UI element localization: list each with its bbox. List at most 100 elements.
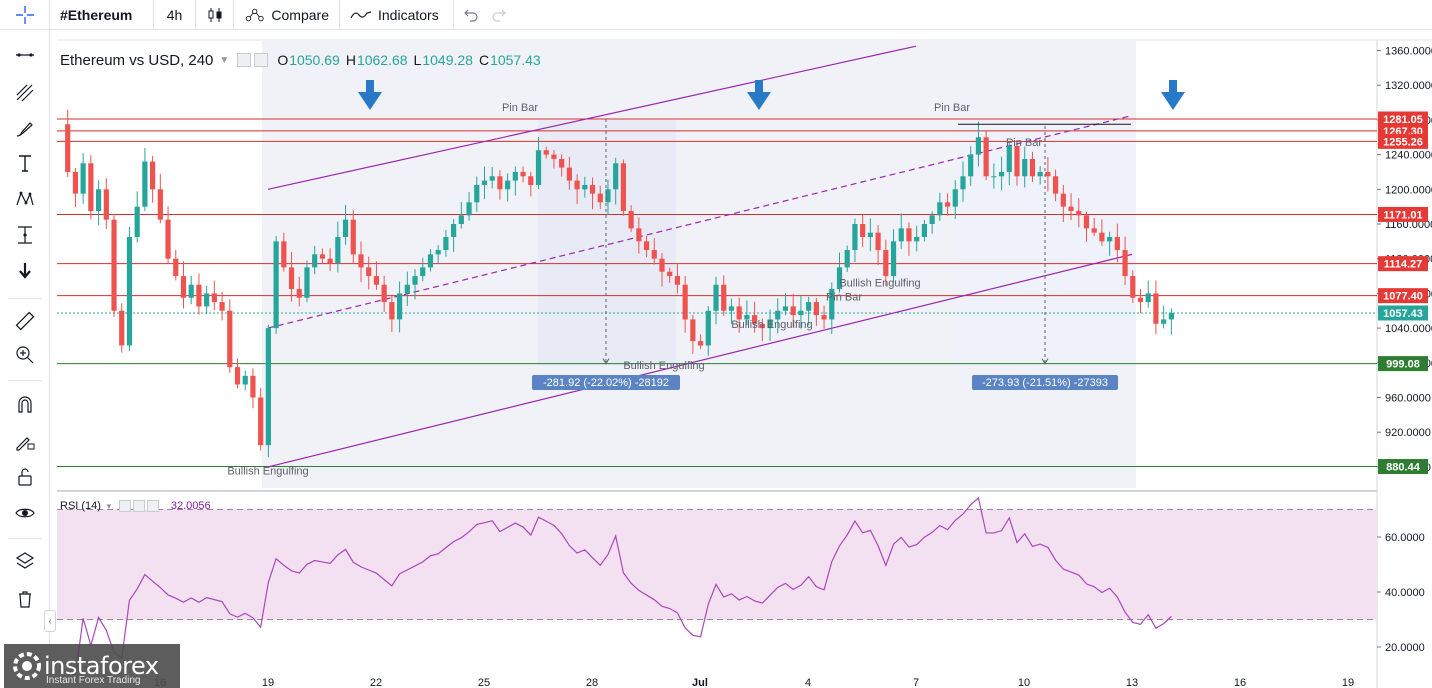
- interval-button[interactable]: 4h: [154, 0, 196, 30]
- symbol-search-button[interactable]: #Ethereum: [50, 0, 154, 30]
- magnet-tool[interactable]: [9, 390, 41, 420]
- redo-button[interactable]: [484, 0, 514, 30]
- zoom-in-tool[interactable]: [9, 340, 41, 370]
- brush-tool[interactable]: [9, 114, 41, 144]
- time-axis-label: 28: [586, 677, 598, 688]
- measure-label-bg: [532, 375, 680, 390]
- candle-body: [836, 267, 843, 290]
- pitchfork-tool[interactable]: [9, 78, 41, 108]
- candle-body: [775, 310, 781, 320]
- measure-projection-icon: [18, 226, 32, 244]
- legend-visibility-icon[interactable]: [254, 53, 269, 67]
- ruler-tool[interactable]: [9, 306, 41, 336]
- candle-body: [1114, 237, 1120, 251]
- candle-body: [497, 176, 503, 190]
- channel-upper-line: [267, 45, 917, 190]
- unlock-tool[interactable]: [9, 462, 41, 492]
- candles-icon: [208, 8, 221, 22]
- candle-body: [914, 237, 920, 242]
- candle-body: [566, 167, 572, 181]
- rsi-band: [57, 509, 1377, 620]
- candle-body: [890, 241, 897, 277]
- candle-body: [1006, 145, 1012, 172]
- candle-body: [420, 267, 426, 277]
- candle-body: [458, 215, 464, 224]
- candle-body: [443, 237, 449, 251]
- symbol-name: #Ethereum: [60, 7, 133, 23]
- candle-body: [1107, 237, 1113, 242]
- rsi-visibility-icon[interactable]: [132, 500, 145, 512]
- candle-body: [250, 375, 256, 398]
- legend-settings-icon[interactable]: [237, 53, 252, 67]
- rsi-close-icon[interactable]: [146, 500, 159, 512]
- object-tree-tool[interactable]: [9, 546, 41, 576]
- candle-body: [628, 210, 634, 229]
- pattern-tool[interactable]: [9, 184, 41, 214]
- time-axis-label: 4: [805, 677, 811, 688]
- rsi-value: 32.0056: [170, 500, 211, 512]
- lock-draw-icon: [16, 437, 35, 451]
- pattern-label: Bullish Engulfing: [731, 319, 812, 331]
- time-axis-label: 19: [1342, 677, 1354, 688]
- candle-body: [505, 180, 511, 190]
- pattern-label: Pin Bar: [502, 102, 538, 114]
- crosshair-menu-button[interactable]: [0, 0, 50, 30]
- rsi-axis-label: 20.0000: [1385, 642, 1425, 654]
- candle-body: [883, 250, 889, 277]
- visibility-tool[interactable]: [9, 498, 41, 528]
- arrow-down-icon: [19, 263, 31, 279]
- candle-body: [196, 284, 202, 307]
- rsi-line: [67, 496, 1172, 676]
- candle-body: [296, 289, 302, 298]
- projection-tool[interactable]: [9, 220, 41, 250]
- pattern-icon: [16, 191, 34, 206]
- candle-body: [219, 302, 225, 311]
- text-tool[interactable]: [9, 148, 41, 178]
- lock-drawing-tool[interactable]: [9, 426, 41, 456]
- candle-body: [728, 306, 735, 311]
- ruler-icon: [15, 311, 35, 331]
- candle-body: [597, 193, 603, 203]
- price-axis-label: 1240.0000: [1385, 150, 1432, 162]
- candle-body: [574, 180, 580, 190]
- legend-caret-icon[interactable]: ▼: [219, 54, 230, 66]
- candle-body: [466, 202, 472, 216]
- collapse-toolbar-button[interactable]: ‹: [44, 610, 56, 632]
- candle-body: [736, 306, 742, 320]
- rsi-settings-icon[interactable]: [118, 500, 131, 512]
- candle-body: [697, 341, 704, 346]
- candle-body: [559, 158, 565, 168]
- candle-body: [288, 267, 295, 290]
- candle-body: [651, 250, 657, 259]
- compare-button[interactable]: Compare: [234, 0, 340, 30]
- candle-body: [975, 137, 982, 155]
- candle-body: [319, 254, 326, 259]
- candle-body: [396, 293, 403, 320]
- chevron-left-icon: ‹: [48, 615, 52, 627]
- candle-body: [134, 206, 140, 238]
- pattern-label: Bullish Engulfing: [623, 360, 704, 372]
- drawing-toolbar: [0, 30, 50, 688]
- magnet-icon: [18, 396, 32, 413]
- redo-icon: [492, 9, 506, 22]
- candle-body: [1068, 206, 1074, 211]
- candle-body: [759, 323, 765, 329]
- chart-type-button[interactable]: [196, 0, 234, 30]
- candle-body: [95, 189, 102, 211]
- remove-drawings-tool[interactable]: [9, 584, 41, 614]
- time-axis-label: 13: [1126, 677, 1138, 688]
- rsi-caret-icon[interactable]: ▼: [104, 501, 113, 511]
- candle-body: [528, 176, 534, 185]
- price-axis-label: 1360.0000: [1385, 46, 1432, 58]
- indicators-button[interactable]: Indicators: [340, 0, 454, 30]
- candle-body: [1145, 293, 1151, 303]
- trend-line-tool[interactable]: [9, 40, 41, 70]
- candle-body: [829, 289, 835, 320]
- candle-body: [373, 276, 380, 285]
- pattern-label: Pin Bar: [1006, 137, 1042, 149]
- undo-button[interactable]: [454, 0, 488, 30]
- arrow-tool[interactable]: [9, 256, 41, 286]
- measure-label: -281.92 (-22.02%) -28192: [543, 377, 669, 389]
